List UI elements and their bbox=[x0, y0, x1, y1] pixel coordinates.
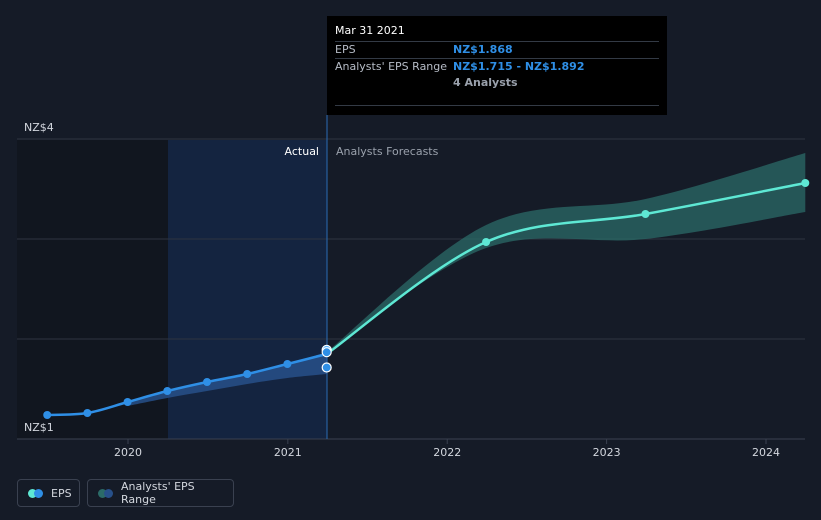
eps-legend-icon bbox=[28, 488, 43, 498]
eps-point-5 bbox=[243, 370, 252, 378]
eps-point-6 bbox=[283, 360, 292, 368]
actual-shade bbox=[168, 140, 327, 439]
eps-forecast-point-1 bbox=[641, 210, 650, 218]
range-legend-icon bbox=[98, 488, 113, 498]
tooltip-date: Mar 31 2021 bbox=[335, 24, 405, 37]
forecast-region-label: Analysts Forecasts bbox=[336, 145, 439, 158]
tooltip-divider bbox=[335, 105, 659, 106]
actual-region-label: Actual bbox=[285, 145, 319, 158]
eps-line-forecast bbox=[325, 181, 806, 356]
x-tick-label-1: 2021 bbox=[274, 446, 302, 459]
tooltip-analysts-count: 4 Analysts bbox=[453, 76, 518, 89]
eps-forecast-point-2 bbox=[801, 179, 810, 187]
x-tick-label-0: 2020 bbox=[114, 446, 142, 459]
tooltip-eps-value: NZ$1.868 bbox=[453, 43, 513, 56]
grid-lines bbox=[17, 138, 805, 440]
past-shade bbox=[17, 140, 168, 439]
y-tick-label-1: NZ$1 bbox=[24, 421, 54, 434]
eps-forecast-point-0 bbox=[482, 238, 491, 246]
axis-ticks: NZ$4 NZ$1 2020 2021 2022 2023 2024 bbox=[24, 121, 780, 459]
tooltip-analysts-row: 4 Analysts bbox=[335, 75, 659, 91]
tooltip-range-label: Analysts' EPS Range bbox=[335, 60, 448, 73]
eps-point-3 bbox=[163, 387, 172, 395]
x-tick-label-2: 2022 bbox=[433, 446, 461, 459]
highlight-range-low bbox=[321, 362, 332, 373]
y-tick-label-0: NZ$4 bbox=[24, 121, 54, 134]
eps-point-0 bbox=[43, 411, 52, 419]
tooltip-eps-row: EPS NZ$1.868 bbox=[335, 41, 659, 58]
legend-eps-toggle[interactable]: EPS bbox=[17, 479, 80, 507]
highlighted-points bbox=[321, 344, 332, 373]
tooltip-range-row: Analysts' EPS Range NZ$1.715 - NZ$1.892 bbox=[335, 58, 659, 75]
tooltip-eps-label: EPS bbox=[335, 43, 356, 56]
eps-point-4 bbox=[203, 378, 212, 386]
range-band-1 bbox=[326, 153, 806, 352]
x-tick-label-4: 2024 bbox=[752, 446, 780, 459]
legend-eps-label: EPS bbox=[51, 486, 72, 500]
legend-range-toggle[interactable]: Analysts' EPS Range bbox=[87, 479, 234, 507]
legend-range-label: Analysts' EPS Range bbox=[121, 480, 195, 506]
eps-points bbox=[43, 179, 810, 419]
eps-point-2 bbox=[123, 398, 132, 406]
highlight-eps bbox=[321, 347, 332, 358]
x-tick-label-3: 2023 bbox=[593, 446, 621, 459]
tooltip-range-value: NZ$1.715 - NZ$1.892 bbox=[453, 60, 585, 73]
hover-tooltip: Mar 31 2021 EPS NZ$1.868 Analysts' EPS R… bbox=[327, 16, 667, 115]
eps-point-1 bbox=[83, 409, 92, 417]
